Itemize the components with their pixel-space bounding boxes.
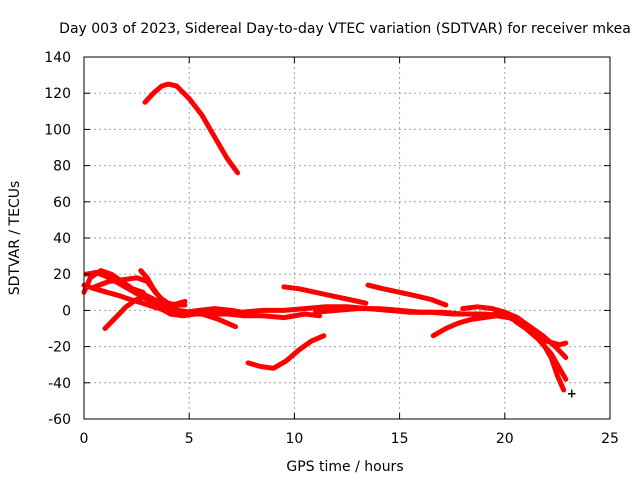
y-tick-label: 40 — [53, 231, 71, 247]
y-axis-title: SDTVAR / TECUs — [7, 181, 23, 296]
y-tick-label: -20 — [48, 340, 71, 356]
x-tick-label: 15 — [391, 431, 409, 447]
series-arc-8 — [245, 333, 327, 371]
series-arc-5 — [102, 293, 238, 331]
x-tick-label: 25 — [601, 431, 619, 447]
x-tick-label: 10 — [285, 431, 303, 447]
chart-title: Day 003 of 2023, Sidereal Day-to-day VTE… — [59, 21, 631, 37]
series-arc-11 — [365, 282, 449, 308]
y-tick-label: 0 — [62, 303, 71, 319]
y-tick-label: -60 — [48, 412, 71, 428]
y-tick-label: 80 — [53, 159, 71, 175]
y-tick-label: 120 — [44, 86, 71, 102]
x-tick-label: 20 — [496, 431, 514, 447]
grid-lines — [84, 57, 610, 419]
x-axis-title: GPS time / hours — [286, 459, 403, 475]
series-arc-7 — [138, 268, 188, 308]
x-tick-label: 0 — [80, 431, 89, 447]
axis-ticks: 0 5 10 15 20 25 -60 -40 -20 0 20 40 60 80 100 120 140 — [44, 50, 619, 447]
plot-frame — [83, 56, 611, 420]
y-tick-label: -40 — [48, 376, 71, 392]
series-arc-1 — [142, 81, 241, 176]
x-tick-label: 5 — [185, 431, 194, 447]
y-tick-label: 60 — [53, 195, 71, 211]
y-tick-label: 20 — [53, 267, 71, 283]
y-tick-label: 100 — [44, 122, 71, 138]
series-arc-9 — [281, 284, 369, 306]
series-arc-16 — [512, 318, 569, 382]
data-point-marker: + — [567, 387, 577, 401]
y-tick-label: 140 — [44, 50, 71, 66]
data-series: + — [81, 81, 577, 401]
